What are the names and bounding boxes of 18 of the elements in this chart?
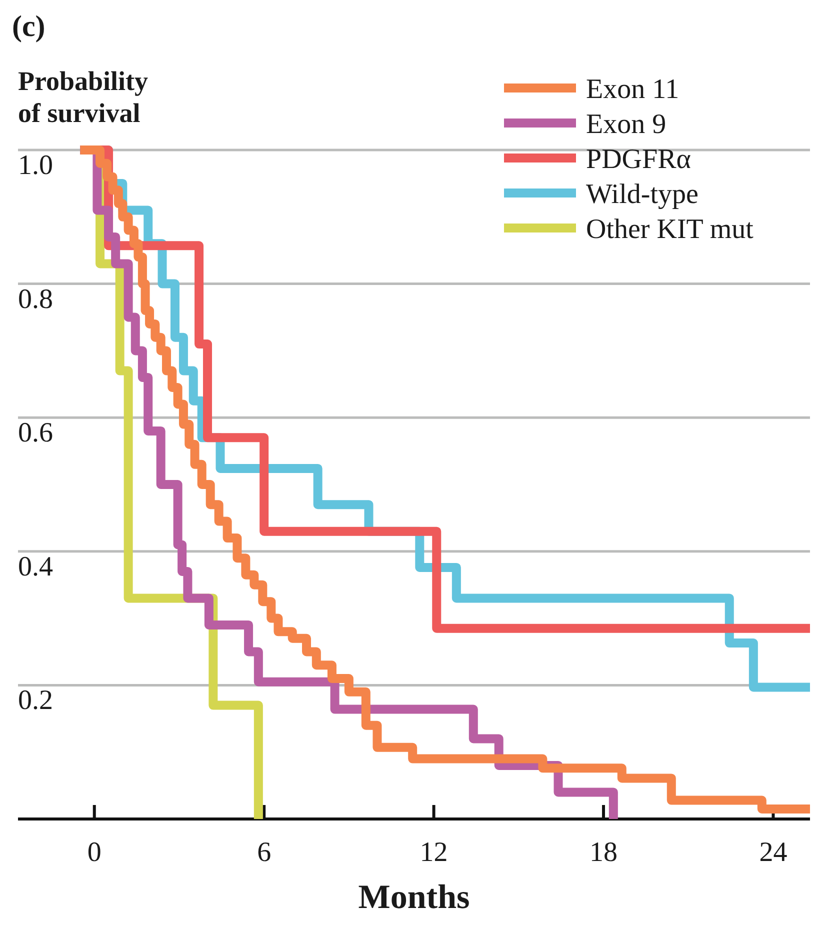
x-axis-title: Months bbox=[358, 879, 470, 916]
x-tick-label: 18 bbox=[590, 837, 618, 868]
y-tick-label: 0.2 bbox=[18, 685, 53, 716]
x-tick-label: 24 bbox=[759, 837, 788, 868]
x-tick-label: 12 bbox=[420, 837, 448, 868]
legend-label: Exon 11 bbox=[586, 74, 680, 105]
y-tick-label: 1.0 bbox=[18, 150, 53, 181]
y-tick-label: 0.6 bbox=[18, 418, 53, 449]
chart-title: (c) bbox=[12, 10, 46, 43]
legend-label: Wild-type bbox=[586, 179, 698, 210]
legend-label: Exon 9 bbox=[586, 109, 666, 140]
legend-label: Other KIT mut bbox=[586, 214, 754, 245]
x-tick-label: 0 bbox=[87, 837, 102, 868]
y-tick-label: 0.4 bbox=[18, 551, 53, 582]
x-tick-label: 6 bbox=[257, 837, 272, 868]
legend-label: PDGFRα bbox=[586, 144, 692, 175]
y-tick-label: 0.8 bbox=[18, 284, 53, 315]
y-axis-title: Probability of survival bbox=[18, 66, 149, 128]
